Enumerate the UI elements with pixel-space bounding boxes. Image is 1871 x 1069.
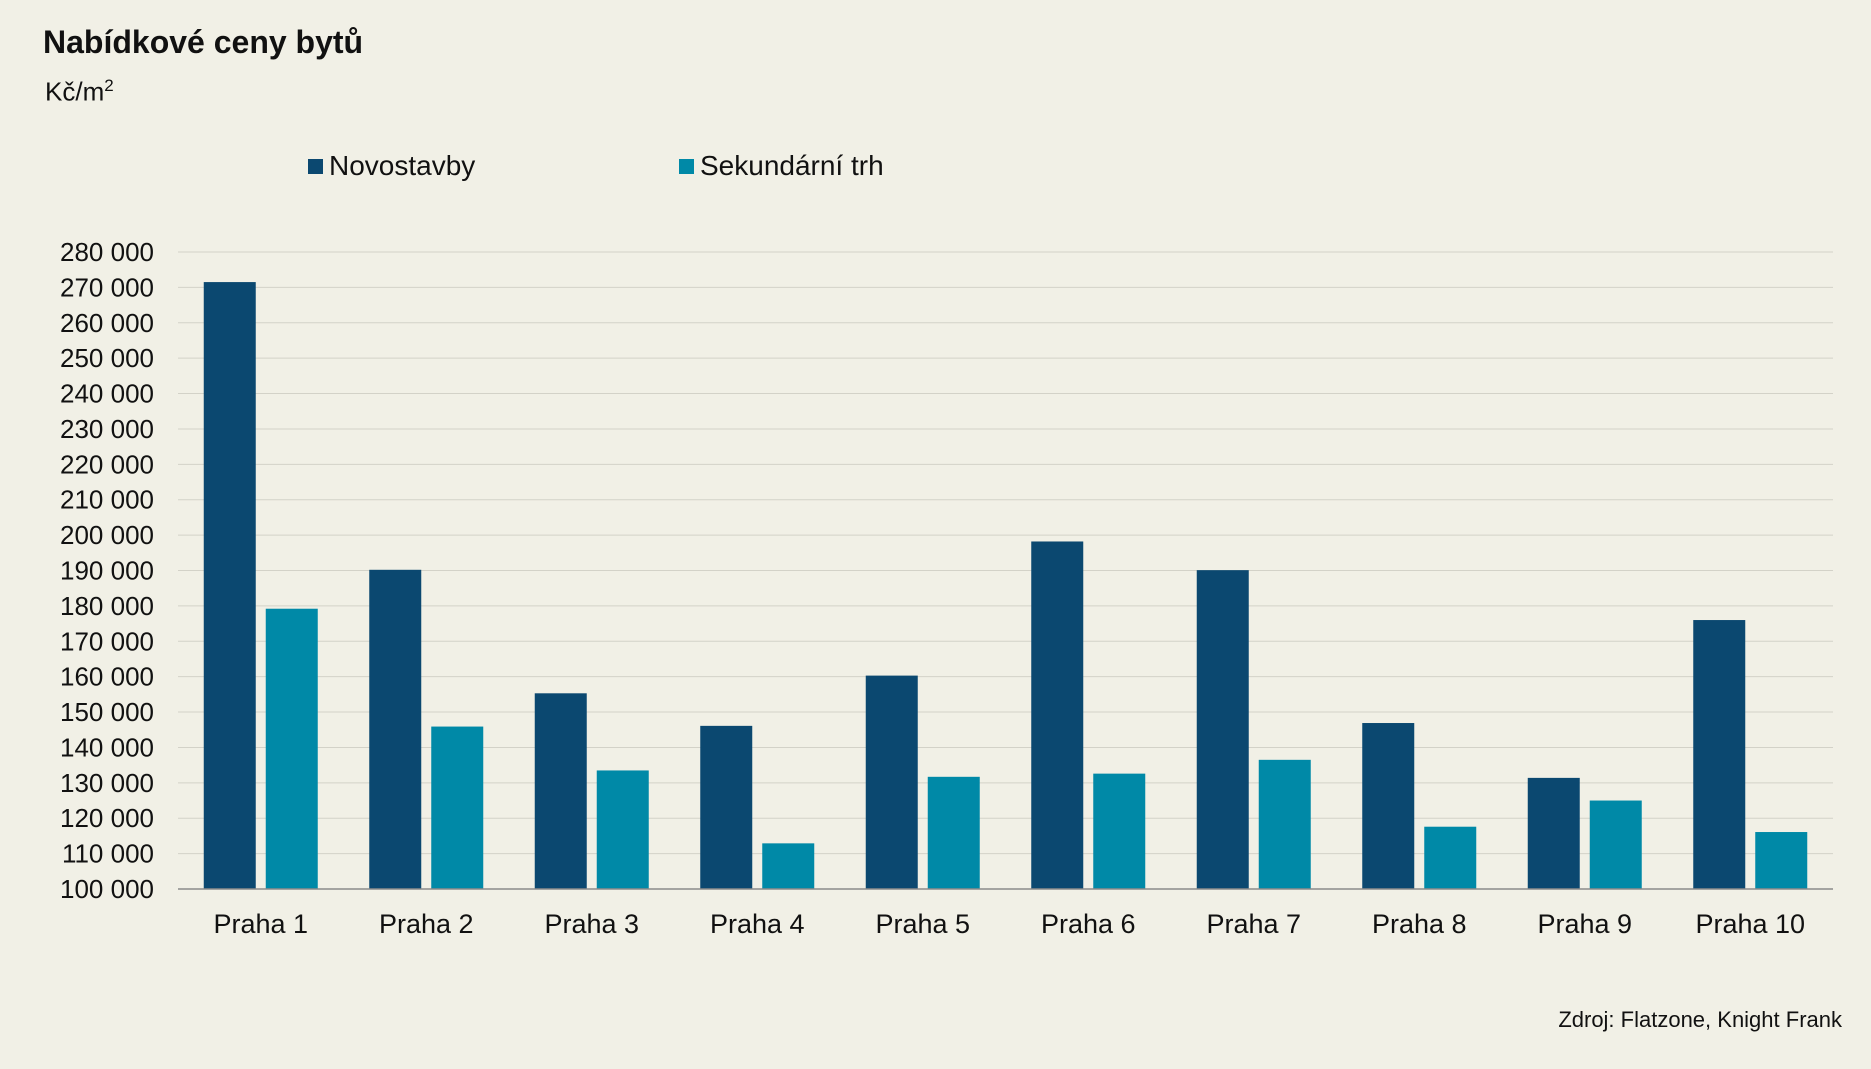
legend-label-sekundarni: Sekundární trh xyxy=(700,150,884,181)
bar-sekundarni-3 xyxy=(596,770,649,889)
bar-sekundarni-7 xyxy=(1258,759,1311,889)
unit-text: Kč/m xyxy=(45,76,105,107)
legend-item-sekundarni: Sekundární trh xyxy=(679,150,884,182)
bar-sekundarni-10 xyxy=(1755,832,1808,889)
y-tick-label: 180 000 xyxy=(60,591,154,621)
y-tick-label: 170 000 xyxy=(60,626,154,656)
chart-title: Nabídkové ceny bytů xyxy=(43,24,364,60)
bar-novostavby-8 xyxy=(1362,723,1415,889)
y-tick-label: 130 000 xyxy=(60,768,154,798)
unit-label: Kč/m2 xyxy=(45,76,114,108)
y-tick-label: 250 000 xyxy=(60,343,154,373)
x-tick-label: Praha 9 xyxy=(1537,909,1632,939)
legend-label-novostavby: Novostavby xyxy=(329,150,476,181)
bar-novostavby-10 xyxy=(1693,620,1746,889)
bar-novostavby-5 xyxy=(865,675,918,889)
y-tick-label: 210 000 xyxy=(60,485,154,515)
bar-novostavby-7 xyxy=(1196,570,1249,889)
y-tick-label: 270 000 xyxy=(60,272,154,302)
y-tick-label: 100 000 xyxy=(60,874,154,904)
x-tick-label: Praha 10 xyxy=(1695,909,1805,939)
x-tick-label: Praha 2 xyxy=(379,909,474,939)
legend-swatch-novostavby xyxy=(308,158,323,174)
bar-sekundarni-6 xyxy=(1093,773,1146,889)
y-tick-label: 110 000 xyxy=(62,839,154,869)
bar-sekundarni-2 xyxy=(431,726,484,889)
y-tick-label: 240 000 xyxy=(60,379,154,409)
bar-novostavby-4 xyxy=(700,725,753,889)
legend-swatch-sekundarni xyxy=(679,158,694,174)
chart-legend: Novostavby Sekundární trh xyxy=(0,150,1871,190)
x-tick-label: Praha 5 xyxy=(875,909,970,939)
y-tick-label: 140 000 xyxy=(60,732,154,762)
y-tick-label: 280 000 xyxy=(60,237,154,267)
y-tick-label: 160 000 xyxy=(60,662,154,692)
x-tick-label: Praha 3 xyxy=(544,909,639,939)
bar-sekundarni-5 xyxy=(927,776,980,889)
bar-novostavby-9 xyxy=(1527,777,1580,889)
bar-sekundarni-8 xyxy=(1424,826,1477,889)
y-tick-label: 230 000 xyxy=(60,414,154,444)
bar-sekundarni-4 xyxy=(762,843,815,889)
x-tick-label: Praha 4 xyxy=(710,909,805,939)
unit-superscript: 2 xyxy=(104,76,114,95)
y-tick-label: 260 000 xyxy=(60,308,154,338)
x-tick-label: Praha 7 xyxy=(1206,909,1301,939)
x-tick-label: Praha 1 xyxy=(213,909,308,939)
legend-item-novostavby: Novostavby xyxy=(308,150,475,182)
bar-sekundarni-9 xyxy=(1589,800,1642,889)
bar-novostavby-3 xyxy=(534,693,587,889)
bar-sekundarni-1 xyxy=(265,608,318,889)
y-tick-label: 200 000 xyxy=(60,520,154,550)
x-tick-label: Praha 6 xyxy=(1041,909,1136,939)
source-note: Zdroj: Flatzone, Knight Frank xyxy=(1558,1007,1842,1032)
y-tick-label: 120 000 xyxy=(60,803,154,833)
bar-novostavby-2 xyxy=(369,569,422,889)
x-tick-label: Praha 8 xyxy=(1372,909,1467,939)
bar-novostavby-1 xyxy=(203,282,256,889)
y-tick-label: 190 000 xyxy=(60,556,154,586)
y-tick-label: 220 000 xyxy=(60,449,154,479)
y-tick-label: 150 000 xyxy=(60,697,154,727)
bar-novostavby-6 xyxy=(1031,541,1084,889)
